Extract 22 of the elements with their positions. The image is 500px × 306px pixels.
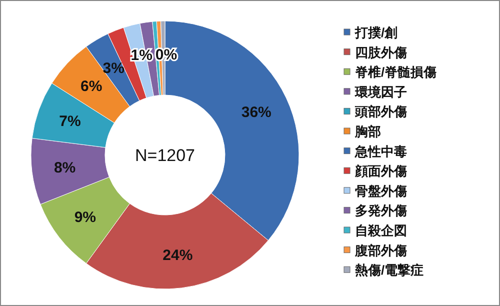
legend-label: 顔面外傷 (354, 164, 407, 179)
legend-label: 環境因子 (354, 84, 407, 100)
legend-label: 四肢外傷 (355, 44, 407, 60)
data-label: 9% (74, 208, 96, 226)
legend-label: 腹部外傷 (354, 242, 407, 258)
legend-label: 脊椎/脊髄損傷 (355, 64, 437, 80)
data-label: 6% (80, 78, 102, 95)
legend-label: 多発外傷 (355, 203, 407, 218)
legend-label: 骨盤外傷 (355, 183, 407, 198)
legend-label: 胸部 (354, 124, 381, 139)
legend-label: 熱傷/電撃症 (354, 262, 424, 278)
data-label: 3% (102, 60, 124, 78)
legend-label: 急性中毒 (354, 144, 407, 159)
data-label: 24% (162, 247, 193, 264)
data-label: 36% (241, 104, 272, 121)
data-label: 8% (54, 160, 76, 177)
data-label: 7% (59, 112, 81, 130)
legend-label: 打撲/創 (354, 25, 398, 40)
text: N=1207 (134, 146, 196, 165)
legend-label: 頭部外傷 (354, 104, 407, 120)
data-label: 1% (130, 47, 152, 64)
legend-label: 自殺企図 (355, 223, 407, 238)
